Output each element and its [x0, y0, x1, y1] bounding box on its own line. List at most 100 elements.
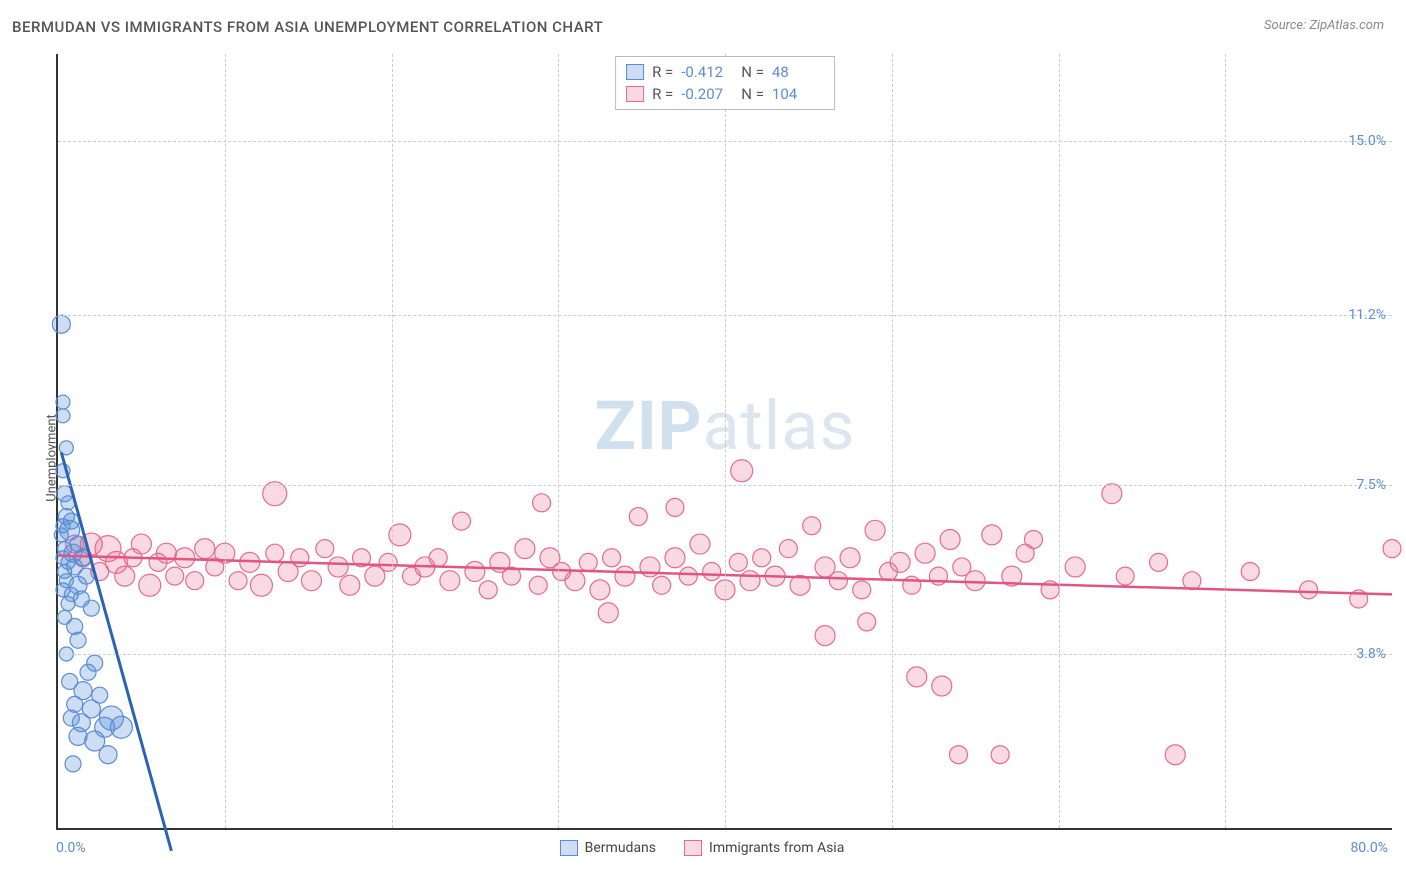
data-point: [80, 664, 96, 680]
x-tick-label: 0.0%: [56, 840, 86, 856]
gridline-v: [725, 54, 726, 828]
data-point: [903, 576, 921, 594]
data-point: [982, 525, 1002, 545]
data-point: [316, 540, 334, 558]
data-point: [515, 539, 535, 559]
data-point: [690, 534, 710, 554]
y-tick-label: 15.0%: [1348, 133, 1386, 149]
gridline-v: [392, 54, 393, 828]
data-point: [1102, 484, 1122, 504]
data-point: [815, 626, 835, 646]
legend-swatch: [684, 840, 702, 856]
chart-area: Unemployment ZIPatlas R = -0.412 N = 48 …: [12, 54, 1392, 862]
data-point: [615, 566, 635, 586]
stats-row: R = -0.412 N = 48: [626, 61, 824, 83]
data-point: [1183, 572, 1201, 590]
data-point: [291, 549, 309, 567]
data-point: [229, 572, 247, 590]
r-label: R =: [652, 63, 673, 81]
data-point: [65, 756, 81, 772]
legend-item: Bermudans: [560, 840, 656, 856]
data-point: [156, 543, 176, 563]
gridline-v: [1059, 54, 1060, 828]
data-point: [115, 566, 135, 586]
y-tick-label: 11.2%: [1348, 307, 1386, 323]
y-tick-label: 3.8%: [1356, 646, 1386, 662]
data-point: [679, 567, 697, 585]
n-value: 104: [772, 85, 824, 103]
legend-swatch: [626, 64, 644, 80]
data-point: [603, 549, 621, 567]
data-point: [301, 571, 321, 591]
bottom-legend: Bermudans Immigrants from Asia: [12, 840, 1392, 860]
data-point: [940, 529, 960, 549]
data-point: [753, 549, 771, 567]
data-point: [1065, 557, 1085, 577]
gridline-v: [892, 54, 893, 828]
n-value: 48: [772, 63, 824, 81]
data-point: [56, 409, 70, 423]
gridline-v: [1225, 54, 1226, 828]
data-point: [949, 746, 967, 764]
r-value: -0.412: [681, 63, 733, 81]
data-point: [590, 580, 610, 600]
n-label: N =: [741, 85, 764, 103]
chart-title: BERMUDAN VS IMMIGRANTS FROM ASIA UNEMPLO…: [12, 18, 603, 36]
data-point: [266, 544, 284, 562]
data-point: [565, 571, 585, 591]
data-point: [1116, 567, 1134, 585]
legend-label: Bermudans: [585, 840, 656, 856]
legend-swatch: [626, 86, 644, 102]
gridline-v: [558, 54, 559, 828]
data-point: [1165, 745, 1185, 765]
data-point: [740, 571, 760, 591]
data-point: [666, 498, 684, 516]
data-point: [328, 557, 348, 577]
data-point: [890, 552, 910, 572]
r-label: R =: [652, 85, 673, 103]
data-point: [379, 553, 397, 571]
data-point: [965, 571, 985, 591]
data-point: [579, 553, 597, 571]
data-point: [340, 575, 360, 595]
data-point: [915, 543, 935, 563]
data-point: [110, 716, 132, 738]
x-tick-label: 80.0%: [1350, 840, 1388, 856]
data-point: [853, 581, 871, 599]
data-point: [858, 613, 876, 631]
data-point: [803, 517, 821, 535]
legend-item: Immigrants from Asia: [684, 840, 844, 856]
data-point: [166, 567, 184, 585]
data-point: [1150, 553, 1168, 571]
data-point: [429, 549, 447, 567]
data-point: [131, 534, 151, 554]
data-point: [70, 632, 86, 648]
data-point: [99, 746, 117, 764]
data-point: [729, 553, 747, 571]
plot-region: ZIPatlas R = -0.412 N = 48 R = -0.207 N …: [56, 54, 1392, 830]
source-credit: Source: ZipAtlas.com: [1264, 18, 1384, 33]
data-point: [653, 576, 671, 594]
data-point: [598, 603, 618, 623]
data-point: [186, 572, 204, 590]
data-point: [665, 548, 685, 568]
legend-swatch: [560, 840, 578, 856]
data-point: [52, 315, 70, 333]
data-point: [440, 571, 460, 591]
data-point: [139, 574, 161, 596]
r-value: -0.207: [681, 85, 733, 103]
data-point: [932, 676, 952, 696]
data-point: [703, 563, 721, 581]
data-point: [479, 581, 497, 599]
legend-label: Immigrants from Asia: [709, 840, 844, 856]
data-point: [56, 395, 70, 409]
stats-legend: R = -0.412 N = 48 R = -0.207 N = 104: [615, 56, 835, 110]
data-point: [83, 600, 99, 616]
data-point: [529, 576, 547, 594]
gridline-v: [225, 54, 226, 828]
data-point: [533, 494, 551, 512]
y-tick-label: 7.5%: [1356, 477, 1386, 493]
data-point: [907, 667, 927, 687]
stats-row: R = -0.207 N = 104: [626, 83, 824, 105]
data-point: [195, 539, 215, 559]
